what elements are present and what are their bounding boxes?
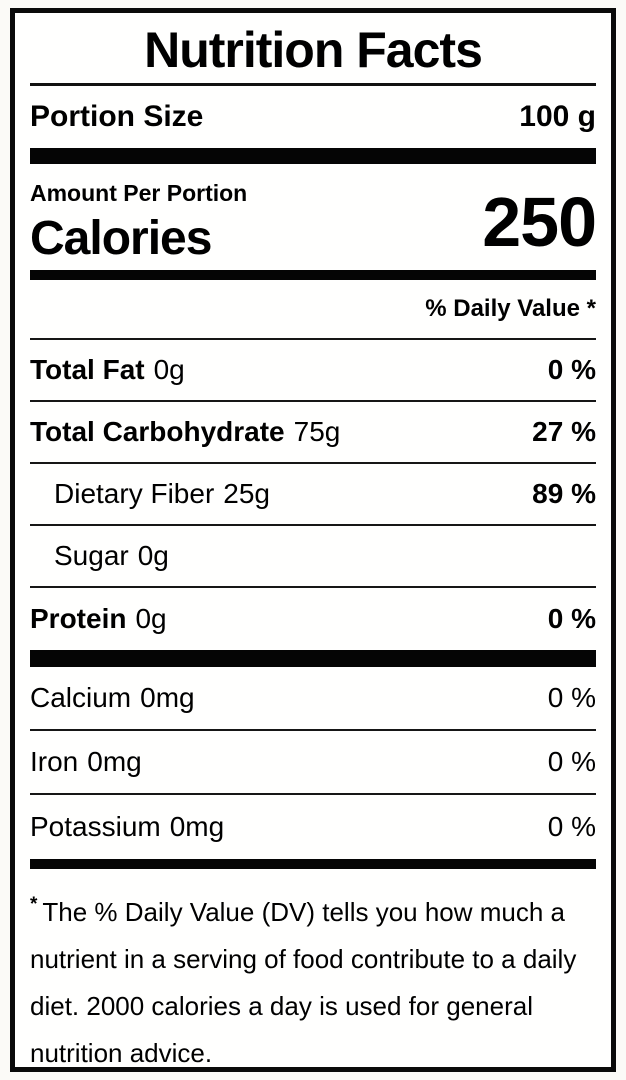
nutrient-row-total-fat: Total Fat 0g 0 % [30,340,596,402]
nutrient-label: Sugar 0g [30,540,169,572]
mineral-label: Iron 0mg [30,746,142,778]
footnote-line: nutrient in a serving of food contribute… [30,944,577,974]
mineral-label: Calcium 0mg [30,682,195,714]
footnote-line: * The % Daily Value (DV) tells you how mu… [30,881,596,936]
nutrient-row-dietary-fiber: Dietary Fiber 25g 89 % [30,464,596,526]
nutrient-label: Dietary Fiber 25g [30,478,270,510]
nutrient-amount: 0g [137,540,169,571]
nutrient-label: Total Fat 0g [30,354,185,386]
nutrient-row-total-carbohydrate: Total Carbohydrate 75g 27 % [30,402,596,464]
mineral-daily-value: 0 % [547,811,596,842]
nutrient-label: Total Carbohydrate 75g [30,416,340,448]
nutrient-amount: 75g [293,416,341,447]
nutrient-name: Total Carbohydrate [30,416,285,447]
mineral-row-calcium: Calcium 0mg 0 % [30,667,596,731]
footnote-line: diet. 2000 calories a day is used for ge… [30,991,533,1021]
mineral-label: Potassium 0mg [30,811,224,843]
nutrient-name: Protein [30,603,127,634]
nutrition-facts-label: Nutrition Facts Portion Size 100 g Amoun… [10,8,616,1072]
calories-value: 250 [482,183,597,261]
calories-label: Calories [30,212,212,265]
daily-value-header: % Daily Value * [30,280,596,340]
footnote-divider [30,859,596,869]
mineral-amount: 0mg [169,811,225,842]
calories-left: Amount Per Portion Calories [30,178,247,266]
thick-divider-top [30,148,596,164]
portion-size-row: Portion Size 100 g [30,86,596,148]
nutrient-name: Dietary Fiber [54,478,215,509]
footnote-asterisk: * [30,894,38,915]
mineral-name: Calcium [30,682,132,713]
nutrient-row-sugar: Sugar 0g [30,526,596,588]
mineral-amount: 0mg [87,746,142,777]
nutrient-daily-value: 27 % [532,416,596,447]
nutrient-name: Sugar [54,540,129,571]
mineral-row-iron: Iron 0mg 0 % [30,731,596,795]
nutrient-amount: 0g [135,603,167,634]
portion-size-value: 100 g [519,100,596,133]
mineral-name: Potassium [30,811,161,842]
calories-block: Amount Per Portion Calories 250 [30,164,597,280]
amount-per-portion-label: Amount Per Portion [30,180,248,206]
mineral-daily-value: 0 % [547,682,596,713]
footnote-line-text: The % Daily Value (DV) tells you how muc… [42,897,566,927]
nutrient-daily-value: 89 % [532,478,596,509]
nutrient-label: Protein 0g [30,603,167,635]
footnote: * The % Daily Value (DV) tells you how mu… [30,869,596,1077]
portion-size-label: Portion Size [30,100,204,133]
mineral-row-potassium: Potassium 0mg 0 % [30,795,596,859]
nutrient-row-protein: Protein 0g 0 % [30,588,596,650]
nutrient-amount: 0g [153,354,185,385]
nutrient-amount: 25g [223,478,270,509]
label-title: Nutrition Facts [30,13,596,86]
footnote-line: nutrition advice. [30,1038,213,1068]
thick-divider-middle [30,650,596,667]
nutrient-daily-value: 0 % [547,354,596,385]
nutrient-name: Total Fat [30,354,145,385]
mineral-amount: 0mg [140,682,195,713]
mineral-daily-value: 0 % [547,746,596,777]
nutrient-daily-value: 0 % [547,603,596,634]
mineral-name: Iron [30,746,79,777]
